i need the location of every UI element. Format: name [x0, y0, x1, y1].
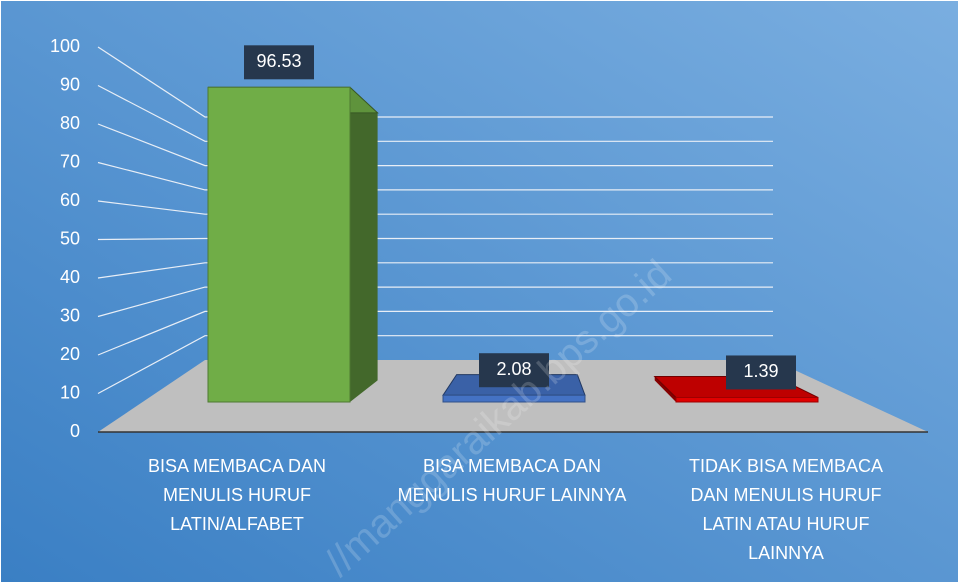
- bar-front: [207, 86, 351, 403]
- bar-front: [675, 396, 819, 403]
- bar: 2.08: [442, 353, 586, 403]
- y-tick-label: 70: [60, 151, 80, 171]
- grid-line: [97, 335, 773, 395]
- y-tick-label: 40: [60, 267, 80, 287]
- y-tick-label: 60: [60, 190, 80, 210]
- bar: 1.39: [653, 355, 819, 403]
- x-tick-label: TIDAK BISA MEMBACA DAN MENULIS HURUF LAT…: [688, 456, 884, 563]
- grid-line: [97, 161, 773, 191]
- y-tick-label: 100: [50, 36, 80, 56]
- value-label: 1.39: [743, 361, 778, 381]
- y-tick-label: 10: [60, 382, 80, 402]
- y-tick-label: 30: [60, 305, 80, 325]
- grid-line: [97, 46, 773, 118]
- x-tick-label: BISA MEMBACA DAN MENULIS HURUF LATIN/ALF…: [147, 456, 327, 534]
- grid-line: [97, 262, 773, 279]
- bar-side: [350, 87, 378, 403]
- bar-side: [654, 376, 676, 402]
- y-tick-label: 0: [70, 421, 80, 441]
- grid-line: [97, 286, 773, 318]
- grid-line: [97, 310, 773, 356]
- y-tick-label: 90: [60, 74, 80, 94]
- value-label-box: [244, 45, 314, 80]
- value-label: 2.08: [496, 359, 531, 379]
- grid-line: [97, 123, 773, 167]
- bar: 96.53: [207, 45, 379, 403]
- value-label-box: [726, 355, 796, 390]
- bar-front: [442, 394, 586, 403]
- y-tick-label: 80: [60, 113, 80, 133]
- grid-line: [97, 200, 773, 215]
- y-tick-label: 50: [60, 228, 80, 248]
- value-label: 96.53: [256, 51, 301, 71]
- x-tick-label: BISA MEMBACA DAN MENULIS HURUF LAINNYA: [397, 456, 627, 505]
- value-label-box: [479, 353, 549, 388]
- y-tick-label: 20: [60, 344, 80, 364]
- grid-line: [97, 84, 773, 142]
- grid-line: [97, 237, 773, 241]
